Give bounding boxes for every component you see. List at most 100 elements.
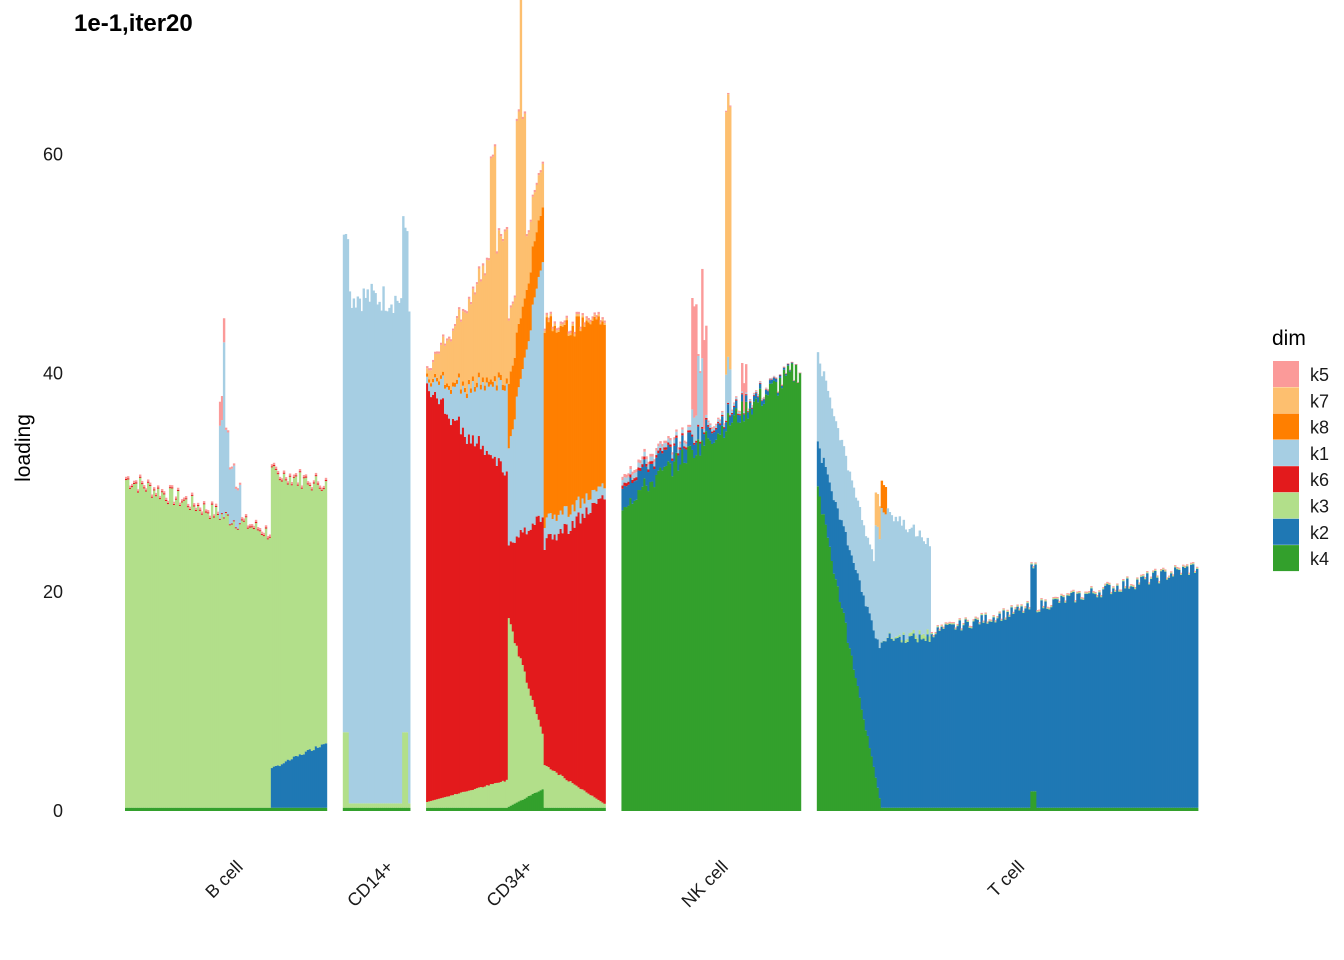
bar-segment-k5 bbox=[1146, 571, 1149, 573]
bar-segment-k5 bbox=[1114, 589, 1117, 591]
bar-segment-k2 bbox=[705, 419, 708, 432]
y-tick-label: 0 bbox=[53, 801, 63, 821]
bar-segment-k6 bbox=[589, 512, 592, 796]
bar-segment-k8 bbox=[557, 331, 560, 515]
bar-segment-k1 bbox=[834, 421, 838, 502]
bar-segment-k2 bbox=[942, 628, 945, 808]
bar-segment-k3 bbox=[577, 787, 580, 808]
bar-segment-k3 bbox=[388, 803, 391, 808]
bar-segment-k4 bbox=[316, 807, 320, 811]
bar-segment-k5 bbox=[950, 622, 953, 624]
bar-segment-k3 bbox=[892, 639, 896, 641]
bar-segment-k1 bbox=[523, 357, 527, 528]
bar-segment-k6 bbox=[776, 392, 780, 393]
bar-segment-k5 bbox=[515, 118, 519, 122]
bar-segment-k2 bbox=[1104, 585, 1107, 808]
bar-segment-k4 bbox=[719, 434, 722, 811]
bar-segment-k2 bbox=[1048, 609, 1051, 808]
bar-segment-k4 bbox=[864, 730, 868, 811]
bar-segment-k2 bbox=[1186, 566, 1189, 808]
bar-segment-k5 bbox=[1086, 591, 1089, 593]
bar-segment-k1 bbox=[884, 514, 888, 641]
bar-segment-k1 bbox=[344, 233, 348, 733]
bar-segment-k4 bbox=[505, 807, 509, 811]
bar-segment-k3 bbox=[394, 803, 397, 808]
bar-segment-k4 bbox=[930, 807, 933, 811]
bar-segment-k4 bbox=[647, 491, 650, 811]
bar-segment-k4 bbox=[876, 787, 880, 811]
bar-segment-k2 bbox=[954, 629, 957, 808]
bar-segment-k4 bbox=[643, 478, 646, 811]
bar-segment-k2 bbox=[760, 401, 764, 406]
bar-segment-k5 bbox=[304, 474, 308, 477]
bar-segment-k8 bbox=[543, 333, 547, 529]
bar-segment-k2 bbox=[282, 763, 286, 808]
bar-segment-k5 bbox=[964, 617, 967, 619]
bar-segment-k2 bbox=[292, 756, 296, 808]
bar-segment-k5 bbox=[232, 463, 236, 466]
bar-segment-k4 bbox=[394, 807, 397, 811]
bar-segment-k5 bbox=[529, 219, 533, 222]
bar-segment-k4 bbox=[689, 445, 692, 811]
bar-segment-k5 bbox=[1062, 594, 1065, 596]
bar-segment-k2 bbox=[1076, 593, 1079, 808]
bar-segment-k4 bbox=[280, 807, 284, 811]
bar-segment-k3 bbox=[1016, 605, 1019, 607]
bar-segment-k4 bbox=[322, 807, 326, 811]
bar-segment-k2 bbox=[988, 621, 991, 808]
bar-segment-k2 bbox=[1146, 573, 1149, 808]
bar-segment-k7 bbox=[521, 119, 525, 307]
bar-segment-k5 bbox=[661, 444, 664, 447]
bar-segment-k5 bbox=[473, 292, 477, 295]
bar-segment-k5 bbox=[212, 514, 216, 517]
bar-segment-k4 bbox=[428, 807, 431, 811]
bar-segment-k4 bbox=[531, 793, 535, 811]
bar-segment-k5 bbox=[1106, 581, 1109, 583]
bar-segment-k2 bbox=[1060, 595, 1063, 808]
legend-swatch-k4 bbox=[1273, 545, 1299, 572]
bar-segment-k5 bbox=[312, 480, 316, 483]
bar-segment-k4 bbox=[432, 807, 435, 811]
bar-segment-k6 bbox=[754, 392, 758, 394]
bar-segment-k4 bbox=[1054, 807, 1057, 811]
bar-segment-k1 bbox=[838, 440, 842, 520]
bar-segment-k5 bbox=[306, 481, 310, 484]
bar-segment-k8 bbox=[495, 385, 499, 391]
bar-segment-k8 bbox=[547, 322, 551, 514]
bar-segment-k5 bbox=[719, 419, 722, 421]
bar-segment-k2 bbox=[1028, 609, 1031, 808]
bar-segment-k1 bbox=[394, 295, 397, 804]
bar-segment-k5 bbox=[463, 310, 467, 313]
bar-segment-k4 bbox=[446, 807, 449, 811]
bar-segment-k6 bbox=[780, 385, 784, 386]
bar-segment-k4 bbox=[1020, 807, 1023, 811]
bar-segment-k2 bbox=[888, 633, 892, 808]
bar-segment-k5 bbox=[210, 501, 214, 504]
bar-segment-k5 bbox=[1154, 568, 1157, 570]
bar-segment-k1 bbox=[918, 530, 921, 631]
bar-segment-k1 bbox=[645, 459, 648, 464]
bar-segment-k5 bbox=[284, 477, 288, 480]
bar-segment-k3 bbox=[1084, 592, 1087, 594]
bar-segment-k1 bbox=[703, 429, 706, 433]
bar-segment-k4 bbox=[784, 375, 788, 811]
bar-segment-k6 bbox=[705, 417, 708, 420]
bar-segment-k4 bbox=[994, 807, 997, 811]
bar-segment-k2 bbox=[830, 491, 834, 561]
bar-segment-k5 bbox=[467, 296, 471, 299]
bar-segment-k7 bbox=[876, 494, 880, 527]
bar-segment-k4 bbox=[906, 807, 910, 811]
bar-segment-k6 bbox=[446, 414, 449, 797]
bar-segment-k1 bbox=[432, 382, 435, 395]
bar-segment-k1 bbox=[912, 524, 916, 630]
bar-segment-k4 bbox=[1140, 807, 1143, 811]
bar-segment-k3 bbox=[954, 628, 957, 630]
bar-segment-k4 bbox=[599, 807, 602, 811]
bar-segment-k2 bbox=[876, 639, 880, 788]
bar-segment-k4 bbox=[559, 807, 562, 811]
bar-segment-k3 bbox=[314, 476, 318, 747]
bar-segment-k5 bbox=[962, 622, 965, 625]
bar-segment-k4 bbox=[176, 807, 180, 811]
bar-segment-k5 bbox=[782, 366, 786, 368]
